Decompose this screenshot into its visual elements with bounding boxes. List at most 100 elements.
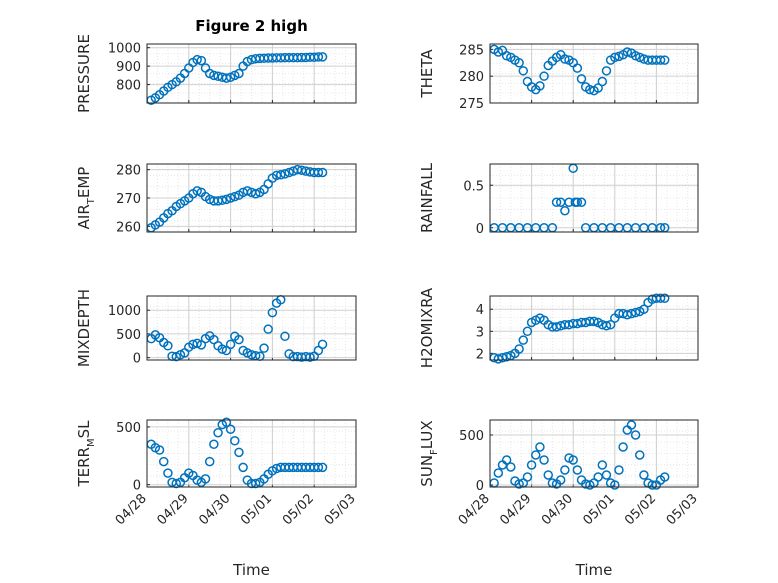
data-point [514,344,524,354]
data-point [593,83,603,93]
axes-box [489,419,699,488]
data-point [493,47,504,57]
data-point [501,351,512,362]
axes-box [489,163,699,233]
data-point [576,197,587,207]
axes-box [146,295,357,361]
x-tick-label: 05/03 [664,491,701,528]
data-point [171,478,182,489]
y-axis-label: TERRMSL [75,420,97,488]
data-point [221,417,232,428]
data-point [551,322,562,332]
data-point [204,456,215,467]
y-tick-label: 1000 [108,304,141,319]
data-point [555,475,566,485]
data-point [614,465,624,475]
y-tick-label: 260 [116,220,141,235]
y-tick-label: 270 [116,192,141,207]
data-point [267,307,278,318]
data-point [618,442,628,452]
data-point [522,472,533,482]
data-point [317,52,328,62]
x-axis-label: Time [575,561,613,579]
data-point [568,455,578,465]
data-point [158,456,169,467]
y-axis-label: MIXDEPTH [75,289,93,367]
y-tick-label: 280 [116,164,141,179]
data-point [305,352,315,362]
data-point [234,447,244,458]
data-point [514,479,524,489]
y-tick-label: 280 [459,70,484,85]
data-point [501,51,512,61]
axes-box [146,163,357,233]
data-point [217,195,227,206]
data-point [601,470,612,480]
data-point [560,206,570,216]
x-tick-label: 05/01 [581,491,618,528]
data-point [659,55,670,65]
data-point [313,52,324,62]
data-point [614,51,624,62]
data-point [655,293,666,303]
data-point [230,436,240,446]
data-point [531,450,541,460]
y-tick-label: 0.5 [463,179,484,194]
data-point [192,54,202,65]
y-tick-label: 0 [133,352,141,367]
data-point [313,167,324,178]
axes-box [489,295,699,361]
x-tick-label: 04/30 [196,491,233,528]
data-point [242,186,253,196]
data-point [263,324,273,334]
data-point [317,339,328,350]
x-tick-label: 05/02 [280,491,317,528]
data-point [221,194,232,205]
data-point [276,170,286,180]
data-point [238,462,248,473]
data-point [250,189,261,199]
data-point [284,167,294,178]
data-point [493,354,504,364]
data-point [535,81,545,91]
data-point [659,293,670,303]
y-tick-label: 0 [476,479,484,494]
axes-box [146,419,357,488]
subplot-theta: 275 280 285 THETA [418,43,699,112]
y-tick-label: 0 [476,222,484,237]
data-point [622,47,633,57]
x-tick-label: 05/03 [322,491,359,528]
data-point [622,310,633,320]
axes-box [489,43,699,104]
y-tick-label: 275 [459,97,484,112]
data-point [605,319,616,330]
data-point [280,169,290,179]
data-point [560,54,570,64]
subplot-rainfall: 0 0.5 RAINFALL [418,162,699,237]
data-point [655,55,666,65]
data-point [635,450,645,460]
data-point [576,74,587,84]
data-point [572,63,583,73]
chart-title: Figure 2 high [195,17,308,35]
x-axis-label: Time [232,561,270,579]
subplot-mixdepth: 0 500 1000 MIXDEPTH [75,289,357,367]
subplot-air_temp: 260 270 280 AIRTEMP [75,163,357,235]
y-tick-label: 900 [116,60,141,75]
x-tick-label: 05/01 [238,491,275,528]
data-point [630,430,641,440]
data-point [659,472,670,482]
data-point [647,480,657,490]
x-tick-label: 04/29 [497,491,534,528]
data-point [639,470,649,480]
data-point [589,316,599,327]
data-point [597,76,608,87]
data-point [551,197,562,207]
data-point [610,52,620,63]
y-tick-label: 2 [476,347,484,362]
x-tick-label: 04/29 [155,491,192,528]
data-point [501,455,512,465]
data-point [601,321,612,331]
data-point [543,470,553,480]
